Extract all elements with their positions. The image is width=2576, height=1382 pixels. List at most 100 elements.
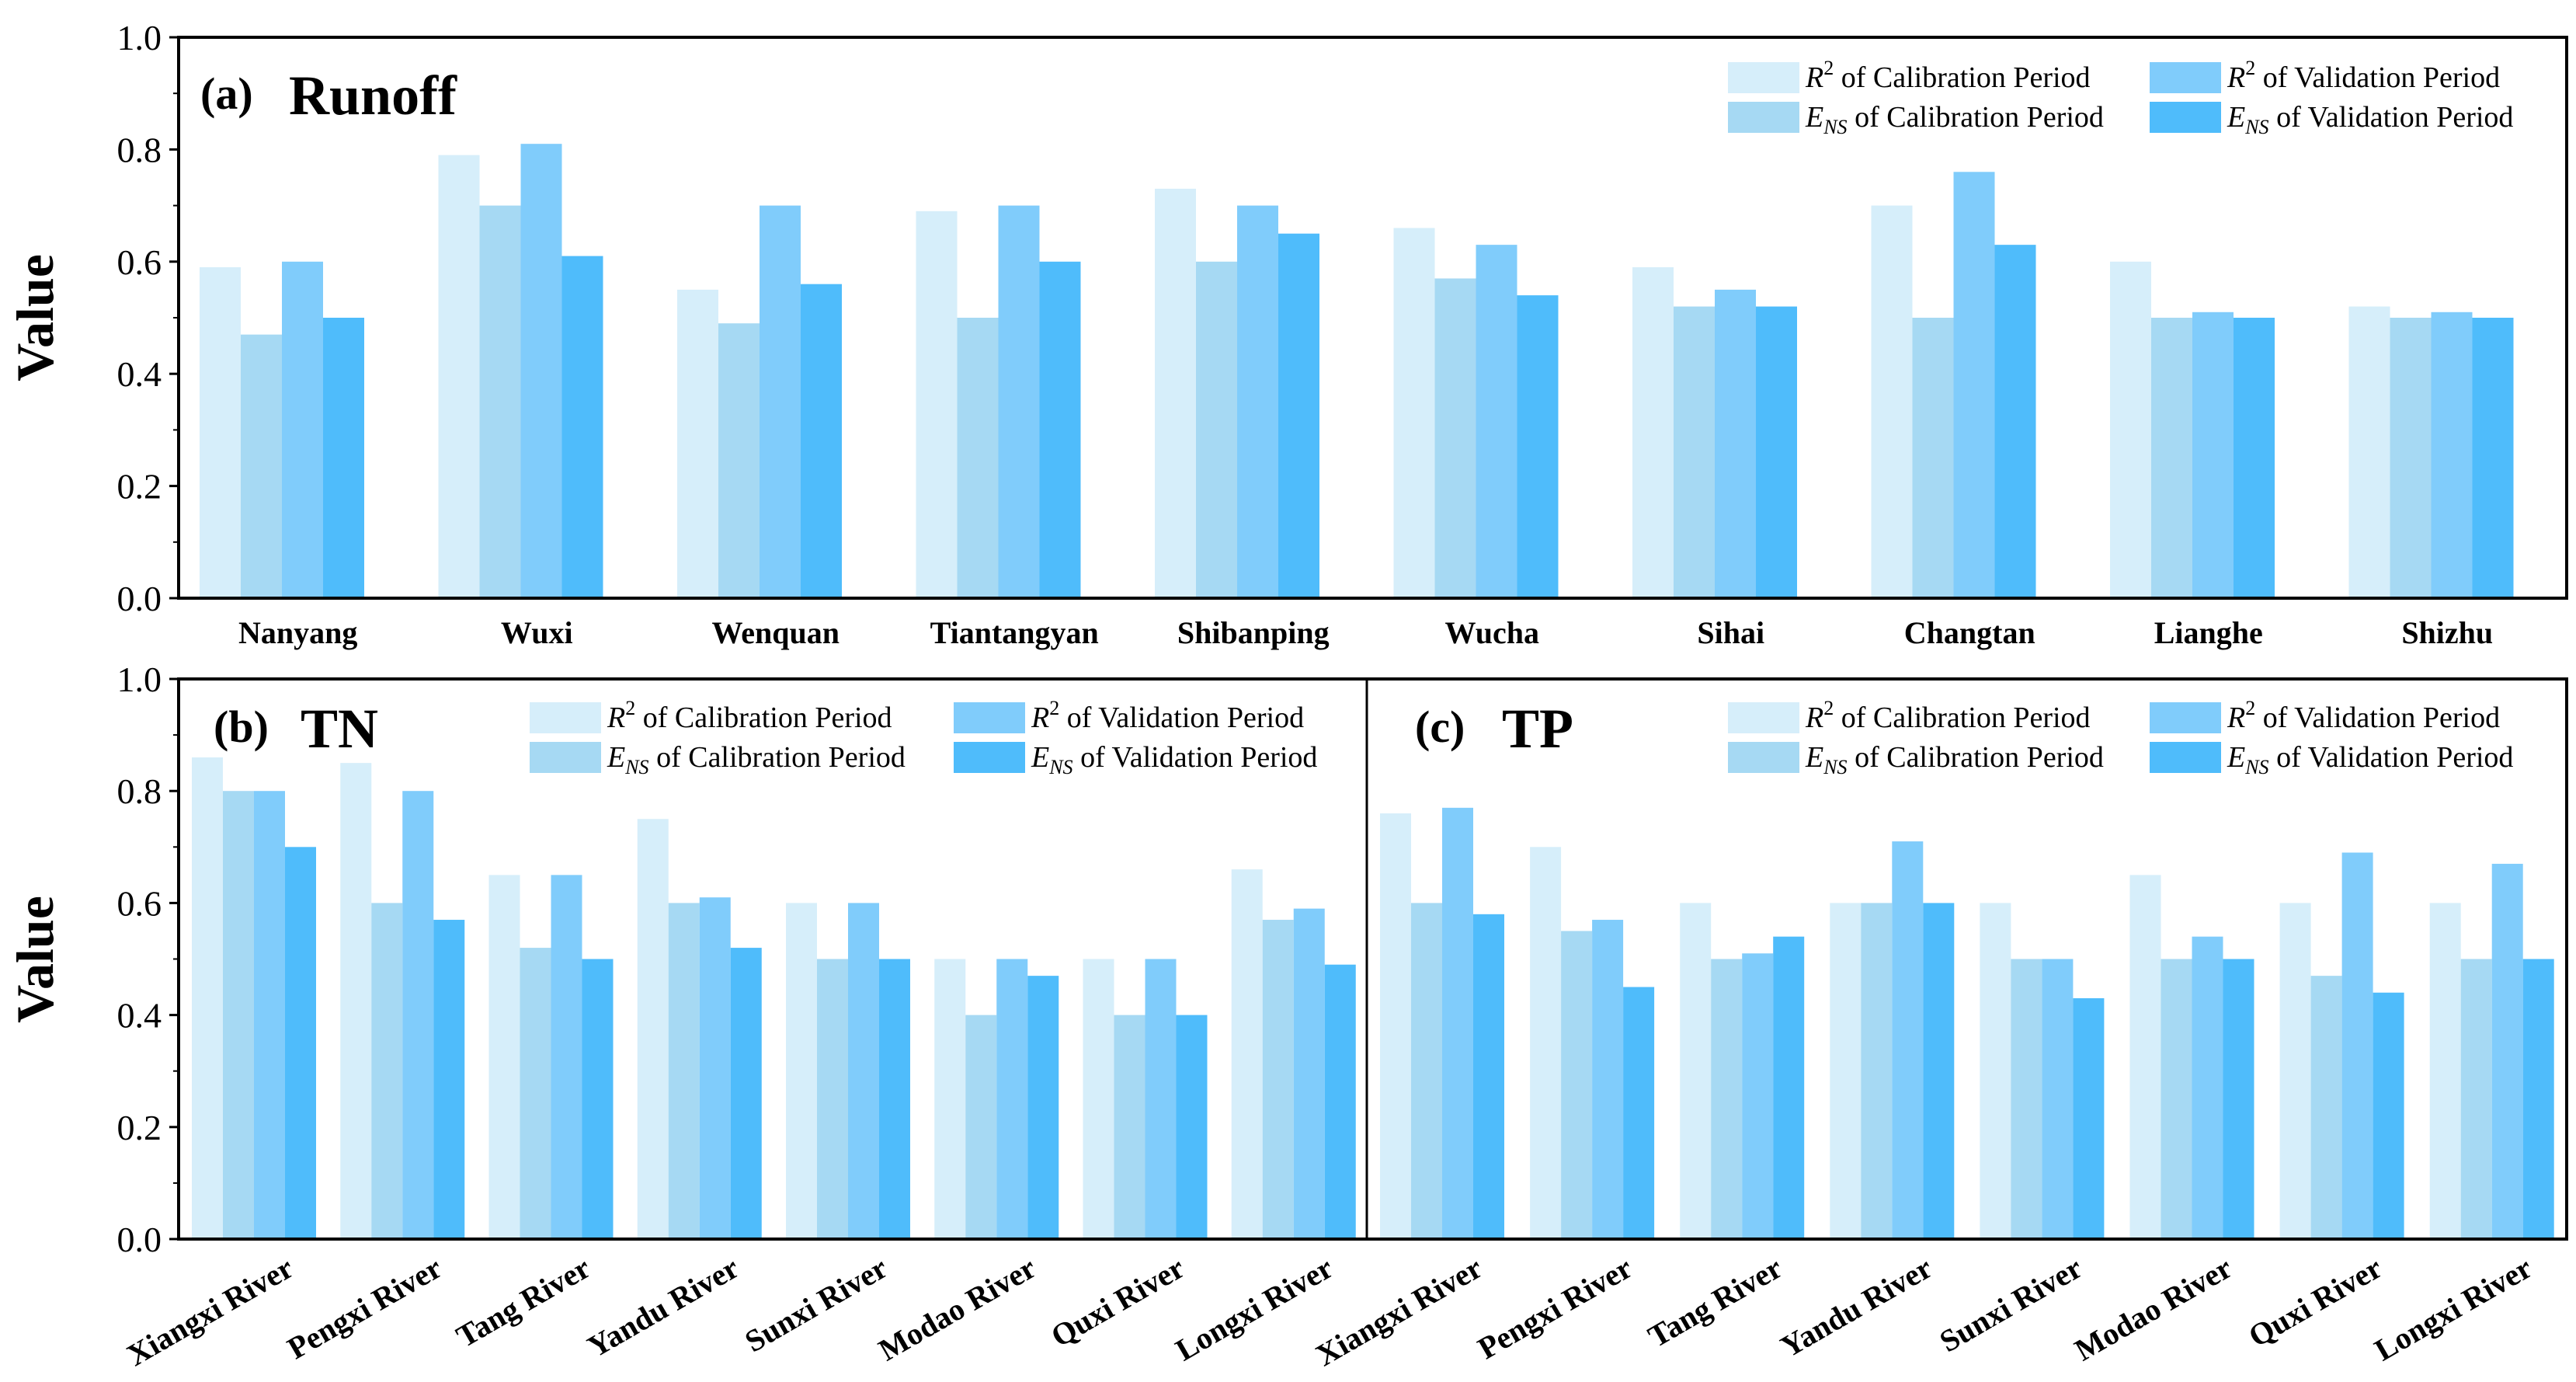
bar-tp-4-1 (1473, 914, 1504, 1239)
panel-tag: (b) (214, 701, 269, 752)
legend-swatch (2150, 62, 2221, 93)
bar-runoff-1-10 (2348, 306, 2390, 598)
bar-runoff-2-10 (2390, 318, 2432, 598)
bar-runoff-4-6 (1517, 295, 1559, 598)
x-tick-label: Nanyang (238, 615, 357, 650)
bar-tn-3-1 (254, 791, 285, 1239)
x-tick-label: Xiangxi River (1310, 1250, 1488, 1373)
bar-tp-3-3 (1742, 953, 1774, 1239)
bar-runoff-3-1 (282, 261, 323, 598)
y-tick-label: 0.6 (117, 242, 162, 282)
x-tick-label: Tang River (1643, 1250, 1789, 1354)
bar-runoff-4-9 (2234, 318, 2275, 598)
legend-swatch (530, 742, 601, 773)
bar-tp-2-2 (1561, 931, 1593, 1239)
x-tick-label: Wuxi (501, 615, 573, 650)
bar-runoff-2-4 (957, 318, 999, 598)
bar-runoff-3-10 (2431, 312, 2473, 598)
legend-label: R2 of Calibration Period (607, 697, 892, 734)
bar-runoff-1-1 (200, 267, 241, 598)
bar-tp-4-2 (1623, 987, 1655, 1239)
chart-runoff: Nanyang Wuxi Wenquan Tiantangyan Shibanping W… (5, 18, 2514, 650)
panel-tag: (a) (200, 68, 253, 119)
bar-runoff-4-3 (801, 284, 842, 598)
bar-runoff-3-7 (1715, 289, 1756, 598)
bar-tp-1-5 (1980, 903, 2011, 1239)
x-tick-label: Sunxi River (1934, 1250, 2088, 1359)
bar-tp-3-2 (1592, 920, 1624, 1239)
bar-runoff-2-2 (479, 205, 521, 598)
legend-swatch (530, 702, 601, 733)
legend-swatch (1728, 742, 1799, 773)
bar-tp-3-6 (2192, 936, 2223, 1239)
bar-tn-1-3 (488, 875, 520, 1239)
legend-label: R2 of Calibration Period (1805, 57, 2091, 94)
bar-runoff-1-5 (1155, 188, 1196, 598)
bar-tn-3-4 (699, 897, 731, 1239)
bar-tn-3-7 (1145, 959, 1177, 1239)
bar-runoff-3-4 (998, 205, 1040, 598)
y-tick-label: 0.0 (117, 1220, 162, 1259)
x-tick-label: Shibanping (1177, 615, 1330, 650)
bar-tn-1-4 (637, 819, 669, 1239)
bar-tp-1-2 (1530, 847, 1562, 1239)
x-tick-label: Yandu River (1775, 1250, 1938, 1364)
y-tick-label: 0.2 (117, 467, 162, 507)
bar-runoff-2-1 (241, 334, 282, 598)
bar-runoff-3-2 (520, 144, 562, 598)
bar-tp-4-3 (1773, 936, 1805, 1239)
legend-label: R2 of Validation Period (2227, 697, 2500, 734)
bar-tn-4-2 (433, 920, 465, 1239)
bar-tp-1-8 (2429, 903, 2461, 1239)
x-tick-label: Yandu River (582, 1250, 745, 1364)
bar-tp-1-3 (1680, 903, 1712, 1239)
y-tick-label: 1.0 (117, 660, 162, 699)
bar-runoff-1-2 (438, 155, 480, 598)
bar-tp-2-7 (2310, 976, 2342, 1239)
bar-tn-4-1 (285, 847, 316, 1239)
legend-label: ENS of Validation Period (1031, 741, 1317, 778)
x-tick-label: Quxi River (1045, 1250, 1191, 1354)
bar-tp-1-1 (1380, 813, 1411, 1239)
bar-runoff-2-9 (2151, 318, 2192, 598)
bar-runoff-2-8 (1912, 318, 1954, 598)
bar-tp-1-4 (1830, 903, 1862, 1239)
bar-tn-2-7 (1114, 1015, 1145, 1239)
legend-swatch (954, 742, 1025, 773)
legend-label: ENS of Calibration Period (1805, 741, 2104, 778)
bar-tn-2-1 (223, 791, 254, 1239)
bar-runoff-1-9 (2110, 261, 2151, 598)
legend-swatch (1728, 62, 1799, 93)
y-tick-label: 0.8 (117, 771, 162, 811)
x-tick-label: Longxi River (2369, 1250, 2538, 1368)
panel-title: Runoff (289, 64, 457, 127)
legend-label: ENS of Validation Period (2227, 101, 2513, 138)
bar-tn-3-6 (996, 959, 1028, 1239)
bar-tn-3-3 (551, 875, 582, 1239)
panel-tag: (c) (1415, 701, 1465, 752)
bar-tp-3-1 (1442, 807, 1473, 1239)
bar-tn-1-2 (340, 763, 372, 1239)
bar-tp-4-8 (2522, 959, 2554, 1239)
bar-tn-2-3 (520, 948, 551, 1239)
y-tick-label: 0.0 (117, 579, 162, 618)
bar-runoff-3-3 (760, 205, 801, 598)
bar-runoff-4-2 (561, 256, 603, 598)
bar-tp-2-3 (1711, 959, 1743, 1239)
bar-runoff-1-6 (1393, 228, 1435, 598)
bar-tn-4-8 (1324, 964, 1356, 1239)
legend-swatch (1728, 702, 1799, 733)
bar-runoff-2-5 (1196, 261, 1237, 598)
bar-runoff-1-3 (677, 289, 718, 598)
bar-tp-4-4 (1923, 903, 1955, 1239)
bar-tn-1-6 (934, 959, 966, 1239)
x-tick-label: Sihai (1697, 615, 1764, 650)
plot-frame (177, 677, 2568, 1241)
x-tick-label: Tang River (450, 1250, 596, 1354)
bar-runoff-2-6 (1434, 278, 1476, 598)
bar-runoff-4-4 (1039, 261, 1081, 598)
bar-tn-4-6 (1027, 976, 1059, 1239)
bar-tp-2-5 (2011, 959, 2042, 1239)
bar-runoff-3-6 (1476, 245, 1517, 598)
